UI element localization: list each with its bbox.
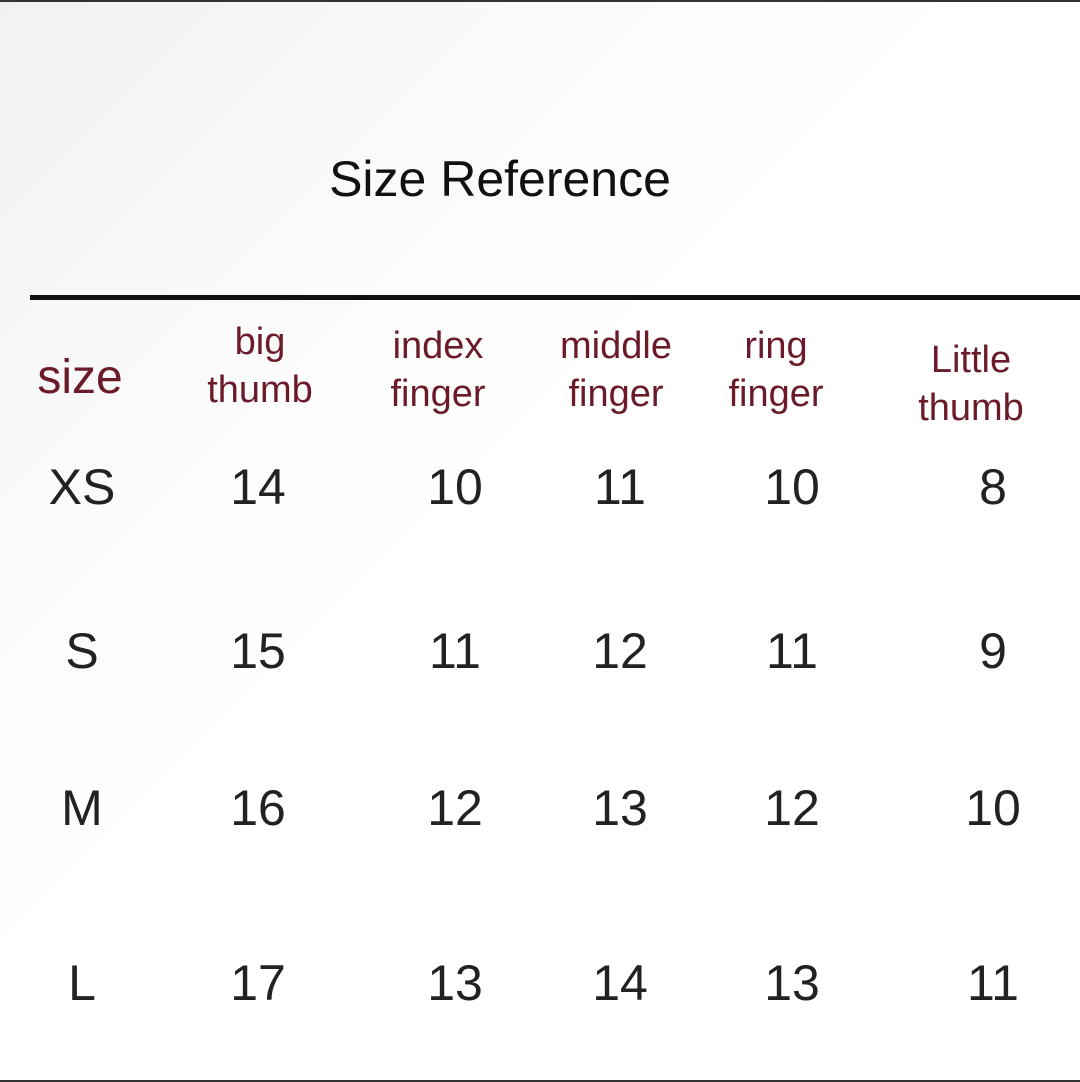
column-header-line1: middle [560, 325, 672, 367]
table-cell: 12 [427, 780, 483, 836]
column-header-line1: ring [744, 325, 808, 367]
table-cell: 13 [427, 955, 483, 1011]
column-header: size [37, 354, 122, 402]
column-header-line2: thumb [918, 387, 1024, 429]
column-header-line1: Little [930, 339, 1012, 381]
column-header: ring finger [728, 322, 823, 418]
size-label: XS [48, 459, 116, 515]
table-cell: 12 [592, 623, 648, 679]
size-label: S [65, 623, 99, 679]
column-header: middle finger [560, 322, 672, 418]
table-cell: 11 [429, 623, 481, 679]
table-cell: 10 [965, 780, 1021, 836]
table-cell: 13 [592, 780, 648, 836]
column-header-line1: big [234, 321, 286, 363]
table-cell: 11 [766, 623, 818, 679]
page-title: Size Reference [329, 151, 671, 207]
column-header-line2: finger [568, 373, 664, 415]
column-header-line2: finger [728, 373, 824, 415]
size-label: M [61, 780, 103, 836]
table-cell: 12 [764, 780, 820, 836]
column-header-line1: size [37, 351, 123, 404]
size-label: L [68, 955, 96, 1011]
column-header: Little thumb [918, 336, 1024, 432]
table-cell: 8 [979, 459, 1007, 515]
table-cell: 17 [230, 955, 286, 1011]
table-cell: 10 [764, 459, 820, 515]
column-header-line2: thumb [207, 369, 313, 411]
table-cell: 11 [967, 955, 1019, 1011]
column-header: big thumb [207, 318, 313, 414]
table-cell: 11 [594, 459, 646, 515]
column-header: index finger [390, 322, 485, 418]
table-cell: 10 [427, 459, 483, 515]
column-header-line2: finger [390, 373, 486, 415]
top-border [0, 0, 1080, 2]
header-divider [30, 295, 1080, 300]
column-header-line1: index [392, 325, 484, 367]
table-cell: 14 [230, 459, 286, 515]
table-cell: 13 [764, 955, 820, 1011]
table-cell: 16 [230, 780, 286, 836]
table-cell: 9 [979, 623, 1007, 679]
table-cell: 14 [592, 955, 648, 1011]
bottom-border [0, 1080, 1080, 1082]
table-cell: 15 [230, 623, 286, 679]
